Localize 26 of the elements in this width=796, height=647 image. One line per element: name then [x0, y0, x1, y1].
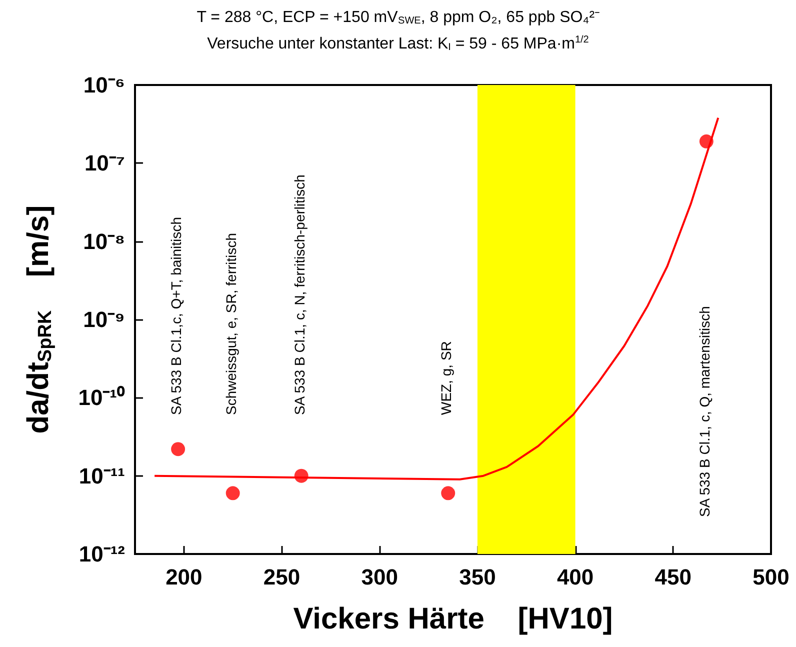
x-tick-label: 400 — [556, 564, 594, 590]
y-tick-label: 10⁻⁹ — [83, 307, 125, 332]
x-tick-label: 350 — [459, 564, 496, 590]
point — [294, 468, 308, 483]
x-tick-label: 300 — [361, 564, 398, 590]
x-tick-label: 200 — [166, 564, 202, 590]
point — [699, 134, 714, 148]
text: da/dtSpRK [m/s] — [22, 205, 56, 434]
y-tick-label: 10⁻⁷ — [84, 150, 125, 176]
annotation: WEZ, g, SR — [438, 341, 454, 415]
annotation: SA 533 B Cl.1, c, Q, martensitisch — [696, 306, 712, 517]
y-tick-label: 10⁻¹¹ — [78, 463, 125, 488]
y-tick-label: 10⁻¹⁰ — [78, 385, 125, 410]
annotation: Schweissgut, e, SR, ferritisch — [222, 232, 239, 415]
x-tick-label: 450 — [654, 564, 692, 590]
point — [441, 486, 456, 500]
y-tick-label: 10⁻⁸ — [83, 228, 125, 254]
x-axis-title: Vickers Härte [HV10] — [293, 602, 613, 636]
point — [171, 442, 186, 456]
x-tick-label: 250 — [263, 564, 300, 590]
annotation: SA 533 B Cl.1, c, N, ferritisch-perlitisch — [291, 174, 308, 415]
annotation: SA 533 B Cl.1,c, Q+T, bainitisch — [168, 216, 184, 415]
point — [226, 486, 240, 500]
y-tick-label: 10⁻⁶ — [83, 72, 125, 98]
x-tick-label: 500 — [752, 564, 790, 590]
y-tick-label: 10⁻¹² — [78, 542, 125, 566]
